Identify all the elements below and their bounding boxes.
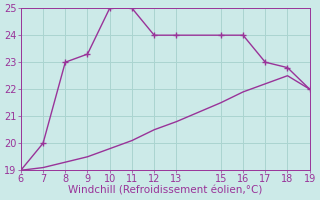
X-axis label: Windchill (Refroidissement éolien,°C): Windchill (Refroidissement éolien,°C)	[68, 186, 262, 196]
